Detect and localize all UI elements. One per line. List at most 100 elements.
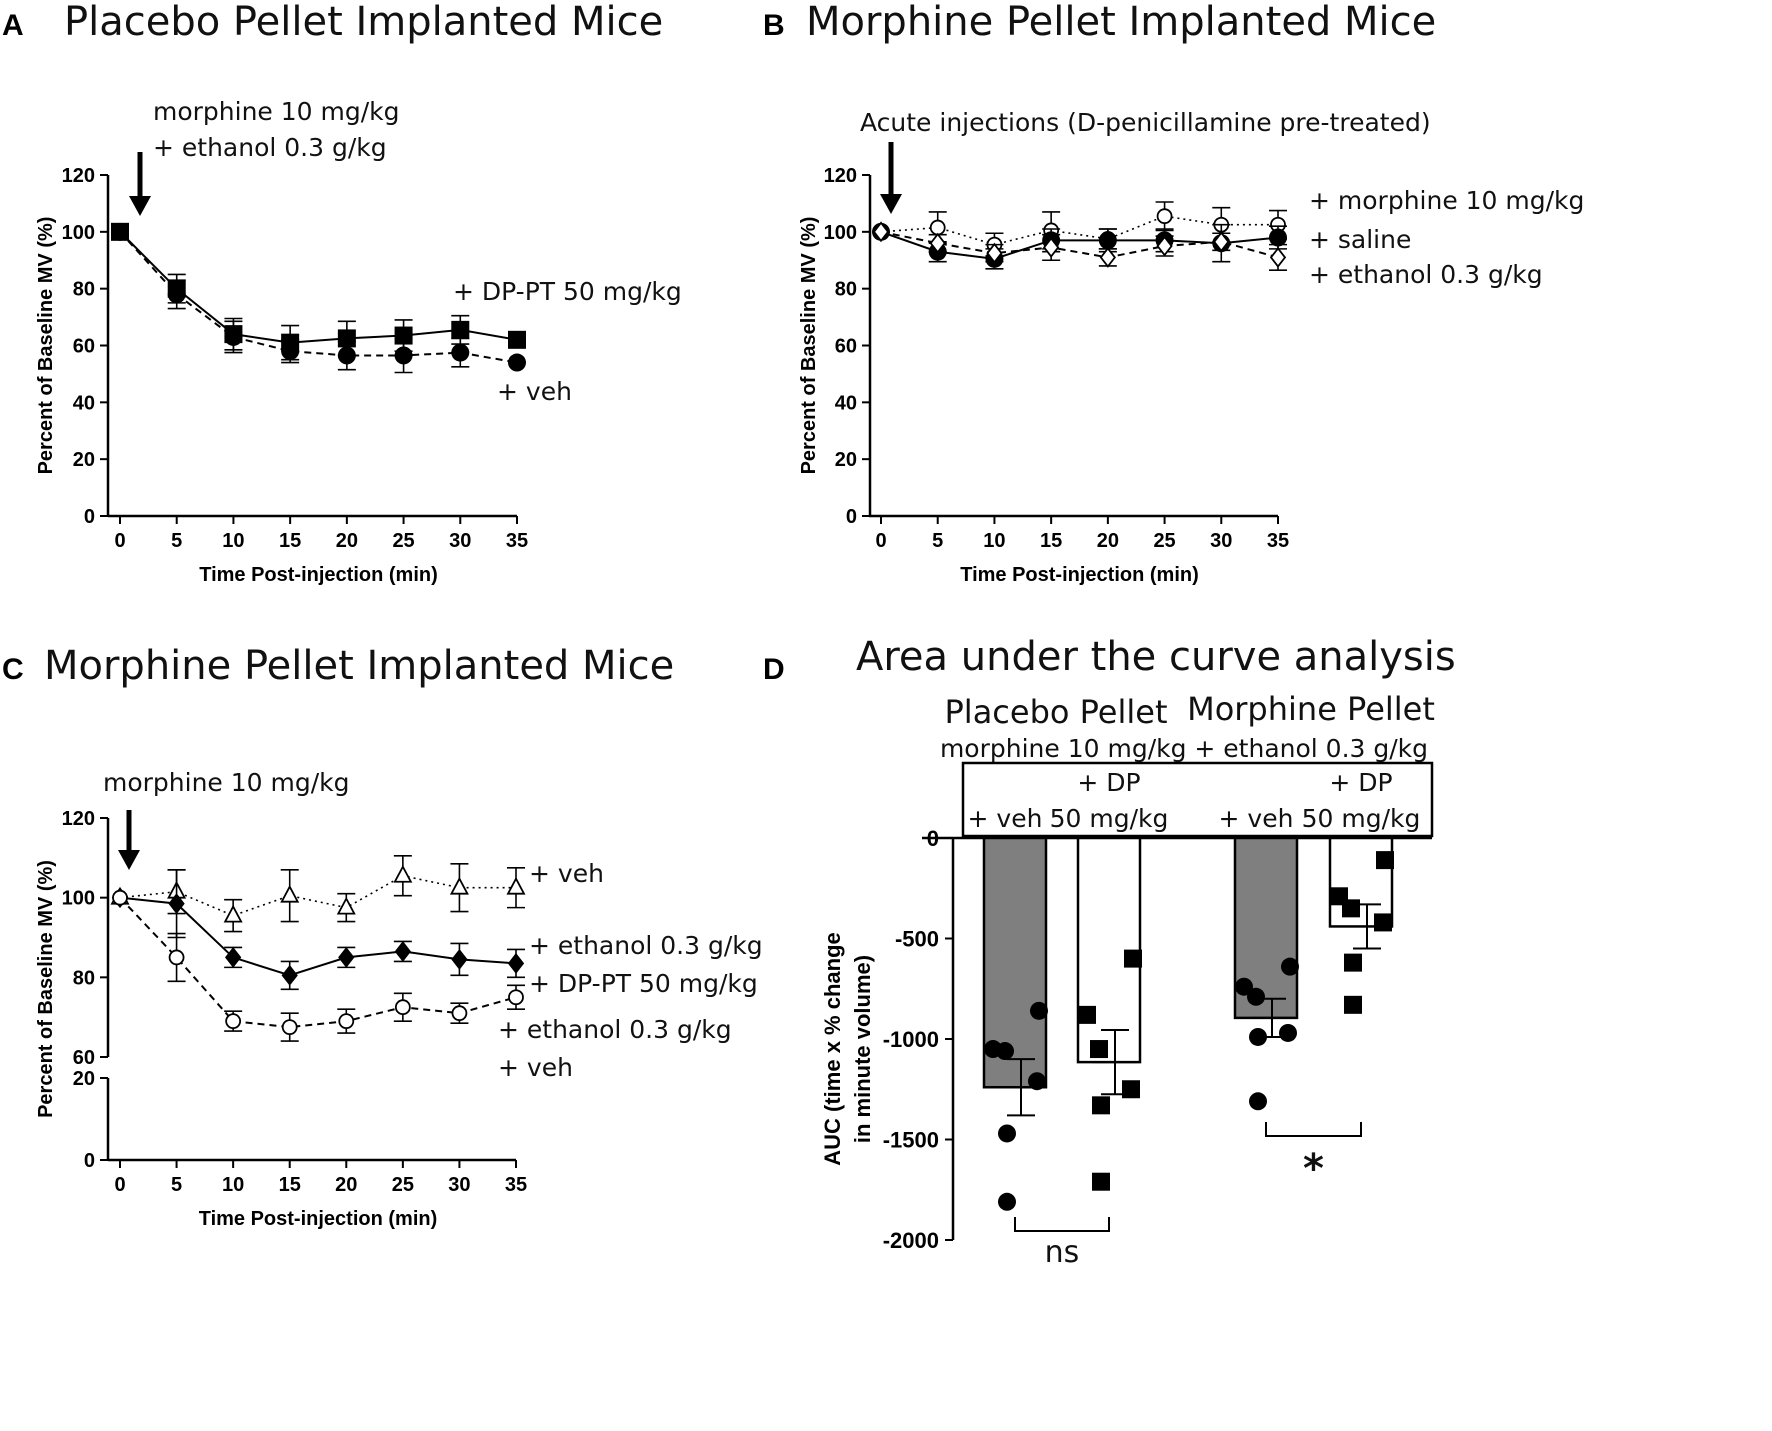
x-axis-label: Time Post-injection (min) (199, 1208, 438, 1230)
individual-point (996, 1042, 1014, 1061)
y-tick-label: 60 (73, 336, 95, 358)
y-tick-label: -500 (895, 927, 939, 952)
data-point (451, 320, 470, 339)
y-tick-label: 20 (73, 449, 95, 471)
x-tick-label: 10 (222, 530, 244, 552)
bar-condition-label: + veh (1219, 804, 1294, 833)
x-tick-label: 15 (1040, 530, 1062, 552)
data-point (449, 876, 469, 895)
panel-title: Area under the curve analysis (856, 634, 1456, 680)
panel-title: Morphine Pellet Implanted Mice (44, 643, 674, 689)
y-axis-label: Percent of Baseline MV (%) (35, 217, 57, 475)
data-point (929, 232, 946, 254)
panel-d: D Area under the curve analysis Placebo Pe… (763, 634, 1456, 1270)
y-tick-label: 40 (835, 392, 857, 414)
injection-label: + ethanol 0.3 g/kg (153, 133, 387, 162)
y-axis-label: Percent of Baseline MV (%) (35, 860, 57, 1118)
y-tick-label: 80 (73, 967, 95, 989)
individual-point (1342, 899, 1360, 918)
y-tick-label: 20 (73, 1068, 95, 1090)
y-tick-label: 100 (62, 888, 95, 910)
data-point (451, 1005, 468, 1022)
data-point (393, 864, 413, 883)
x-tick-label: 10 (983, 530, 1005, 552)
y-tick-label: 0 (84, 1150, 95, 1172)
y-tick-label: -1000 (883, 1027, 939, 1052)
panel-title: Morphine Pellet Implanted Mice (806, 0, 1436, 45)
series-line (119, 896, 517, 977)
individual-point (1281, 957, 1299, 976)
x-axis-label: Time Post-injection (min) (199, 564, 438, 586)
y-tick-label: -2000 (883, 1228, 939, 1253)
group-header: Placebo Pellet (945, 693, 1168, 731)
x-tick-label: 35 (1267, 530, 1289, 552)
series-label: + veh (497, 377, 572, 406)
significance-label: * (1303, 1146, 1324, 1192)
injection-arrow-head (118, 850, 140, 870)
bar-group-3: + DP 50 mg/kg (1302, 768, 1421, 1014)
panel-a: A Placebo Pellet Implanted Mice 0 20 40 60 80 1… (2, 0, 682, 586)
individual-point (1279, 1023, 1297, 1042)
y-tick-label: 80 (73, 279, 95, 301)
condition-box (961, 761, 1434, 838)
y-tick-label: 0 (84, 506, 95, 528)
group-header: Morphine Pellet (1187, 690, 1435, 728)
data-point (394, 940, 411, 962)
series-line (119, 896, 517, 1029)
bar-condition-label: 50 mg/kg (1302, 804, 1421, 833)
x-tick-label: 0 (114, 530, 125, 552)
y-tick-label: 100 (824, 222, 857, 244)
injection-arrow-head (880, 194, 902, 214)
x-tick-label: 0 (114, 1174, 125, 1196)
individual-point (1376, 851, 1394, 870)
individual-point (1235, 977, 1253, 996)
individual-point (1249, 1092, 1267, 1111)
significance-label: ns (1045, 1235, 1080, 1270)
x-tick-label: 15 (279, 1174, 301, 1196)
x-tick-label: 0 (875, 530, 886, 552)
y-tick-label: 120 (62, 165, 95, 187)
y-tick-label: 40 (73, 392, 95, 414)
significance-bracket (1014, 1217, 1110, 1232)
x-tick-label: 35 (505, 1174, 527, 1196)
series-line (880, 215, 1278, 246)
data-point (338, 946, 355, 968)
injection-arrow-head (129, 196, 151, 216)
data-point (929, 219, 946, 236)
series-label: + DP-PT 50 mg/kg (453, 277, 682, 306)
y-tick-label: 0 (927, 826, 939, 851)
x-tick-label: 20 (1097, 530, 1119, 552)
series-2: + ethanol 0.3 g/kg (872, 221, 1543, 289)
individual-point (1374, 913, 1392, 932)
individual-point (1247, 987, 1265, 1006)
y-tick-label: 100 (62, 222, 95, 244)
y-tick-label: 120 (824, 165, 857, 187)
bar-group-1: + DP 50 mg/kg (1050, 768, 1169, 1191)
y-tick-label: 120 (62, 808, 95, 830)
individual-point (1092, 1172, 1110, 1191)
series-line (119, 231, 518, 364)
x-axis-label: Time Post-injection (min) (960, 564, 1199, 586)
panel-b: B Morphine Pellet Implanted Mice 0 20 40 60 80… (763, 0, 1584, 586)
series-0: + veh (110, 855, 604, 933)
series-1: + veh (111, 222, 572, 406)
data-point (451, 343, 470, 362)
individual-point (1030, 1001, 1048, 1020)
bar-condition-label: 50 mg/kg (1050, 804, 1169, 833)
x-tick-label: 20 (336, 530, 358, 552)
panel-c: C Morphine Pellet Implanted Mice020608010… (2, 643, 763, 1230)
data-point (281, 964, 298, 986)
y-tick-label: -1500 (883, 1128, 939, 1153)
treatment-label: morphine 10 mg/kg + ethanol 0.3 g/kg (940, 734, 1428, 763)
individual-point (1092, 1096, 1110, 1115)
series-label: + DP-PT 50 mg/kg (529, 969, 758, 998)
x-tick-label: 20 (335, 1174, 357, 1196)
individual-point (1122, 1080, 1140, 1099)
injection-label: Acute injections (D-penicillamine pre-tr… (860, 108, 1431, 137)
series-label: + ethanol 0.3 g/kg (498, 1015, 732, 1044)
individual-point (1090, 1040, 1108, 1059)
y-axis-label: AUC (time x % change (820, 932, 845, 1166)
data-point (337, 346, 356, 365)
individual-point (1124, 949, 1142, 968)
